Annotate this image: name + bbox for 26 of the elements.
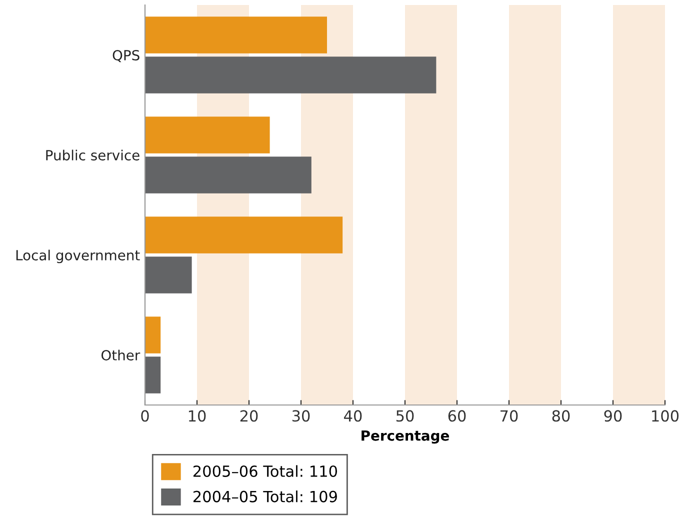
bar [145, 256, 192, 294]
x-tick-label: 20 [240, 410, 258, 422]
bar [145, 156, 312, 194]
x-tick-label: 0 [141, 410, 149, 422]
x-tick-label: 100 [652, 410, 679, 422]
y-tick-label: Local government [16, 250, 140, 264]
x-tick-label: 60 [448, 410, 466, 422]
x-tick-label: 70 [500, 410, 518, 422]
legend-label: 2004–05 Total: 109 [193, 490, 337, 502]
bar [145, 356, 161, 394]
x-tick-label: 10 [188, 410, 206, 422]
x-tick-label: 50 [396, 410, 414, 422]
y-tick-label: Public service [46, 150, 140, 160]
x-tick-label: 80 [552, 410, 570, 422]
bar [145, 316, 161, 354]
bar [145, 216, 343, 254]
x-tick-label: 30 [292, 410, 310, 422]
y-tick-label: Other [101, 350, 140, 360]
bar [145, 56, 436, 94]
legend-label: 2005–06 Total: 110 [193, 465, 338, 478]
x-tick-label: 90 [604, 410, 622, 422]
x-tick-label: 40 [344, 410, 362, 422]
bar [145, 16, 327, 54]
x-axis-title: Percentage [362, 430, 450, 444]
bar [145, 116, 270, 154]
y-tick-label: QPS [112, 50, 140, 62]
